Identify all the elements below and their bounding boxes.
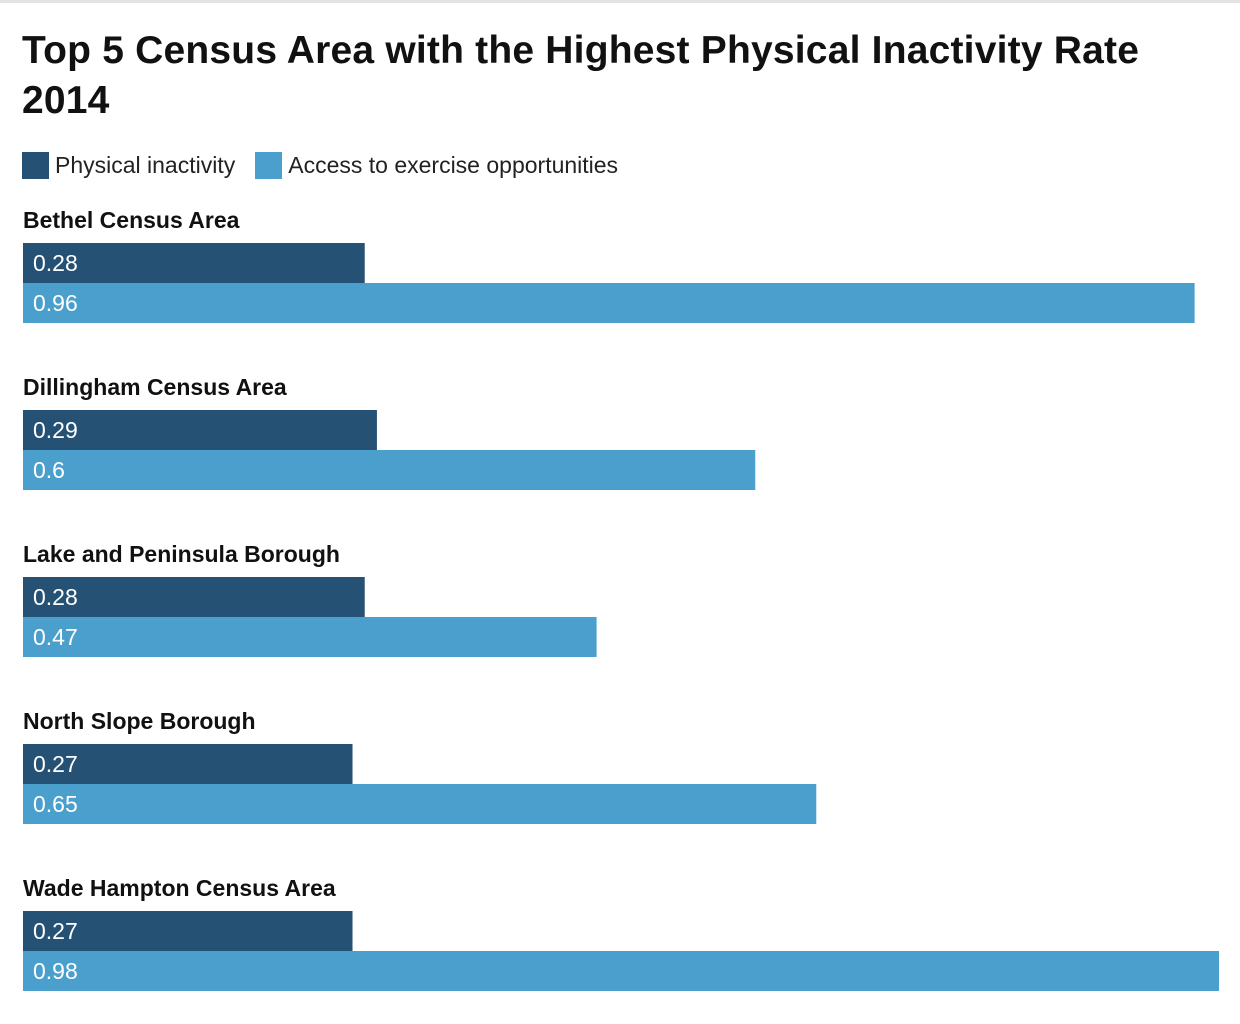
bar-access-to-exercise-opportunities-wade-hampton-census-area <box>23 951 1219 991</box>
legend-label-physical-inactivity: Physical inactivity <box>55 151 236 178</box>
legend-label-access-to-exercise: Access to exercise opportunities <box>288 151 619 178</box>
category-label-bethel-census-area: Bethel Census Area <box>23 207 240 233</box>
value-label-access-to-exercise-opportunities-wade-hampton-census-area: 0.98 <box>33 958 78 984</box>
category-label-wade-hampton-census-area: Wade Hampton Census Area <box>23 875 336 901</box>
value-label-physical-inactivity-lake-and-peninsula-borough: 0.28 <box>33 584 78 610</box>
category-label-north-slope-borough: North Slope Borough <box>23 708 256 734</box>
bar-physical-inactivity-wade-hampton-census-area <box>23 911 353 951</box>
bar-access-to-exercise-opportunities-bethel-census-area <box>23 283 1195 323</box>
top-border <box>0 0 1240 3</box>
category-label-dillingham-census-area: Dillingham Census Area <box>23 374 287 400</box>
value-label-access-to-exercise-opportunities-dillingham-census-area: 0.6 <box>33 457 65 483</box>
value-label-physical-inactivity-bethel-census-area: 0.28 <box>33 250 78 276</box>
bar-access-to-exercise-opportunities-north-slope-borough <box>23 784 817 824</box>
legend-swatch-physical-inactivity <box>22 151 49 179</box>
legend-item-access-to-exercise: Access to exercise opportunities <box>255 151 619 179</box>
bar-physical-inactivity-north-slope-borough <box>23 744 353 784</box>
bar-chart: Bethel Census Area 0.28 0.96 Dillingham Cen… <box>23 207 1219 991</box>
legend-swatch-access-to-exercise <box>255 151 283 179</box>
value-label-physical-inactivity-wade-hampton-census-area: 0.27 <box>33 918 78 944</box>
category-label-lake-and-peninsula-borough: Lake and Peninsula Borough <box>23 541 340 567</box>
bar-access-to-exercise-opportunities-lake-and-peninsula-borough <box>23 617 597 657</box>
value-label-access-to-exercise-opportunities-lake-and-peninsula-borough: 0.47 <box>33 624 78 650</box>
value-label-physical-inactivity-dillingham-census-area: 0.29 <box>33 417 78 443</box>
value-label-physical-inactivity-north-slope-borough: 0.27 <box>33 751 78 777</box>
bar-physical-inactivity-bethel-census-area <box>23 243 365 283</box>
chart-title: Top 5 Census Area with the Highest Physi… <box>22 29 1140 122</box>
bar-physical-inactivity-lake-and-peninsula-borough <box>23 577 365 617</box>
value-label-access-to-exercise-opportunities-north-slope-borough: 0.65 <box>33 791 78 817</box>
value-label-access-to-exercise-opportunities-bethel-census-area: 0.96 <box>33 290 78 316</box>
bar-physical-inactivity-dillingham-census-area <box>23 410 377 450</box>
legend-item-physical-inactivity: Physical inactivity <box>22 151 236 179</box>
legend: Physical inactivity Access to exercise o… <box>22 150 638 180</box>
bar-access-to-exercise-opportunities-dillingham-census-area <box>23 450 756 490</box>
